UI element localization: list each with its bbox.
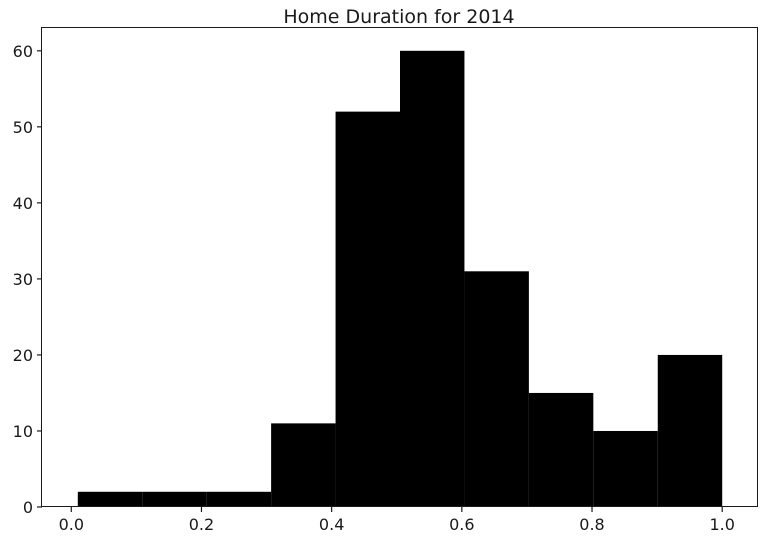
histogram-bar-4 [335,111,400,507]
y-axis: 0 10 20 30 40 50 60 [13,42,42,517]
histogram-bar-3 [271,423,336,507]
y-tick-label-2: 20 [13,346,33,365]
x-tick-label-5: 1.0 [709,515,734,534]
plot-frame [41,27,758,507]
histogram-bar-0 [77,491,143,507]
x-tick-label-2: 0.4 [319,515,344,534]
x-axis: 0.0 0.2 0.4 0.6 0.8 1.0 [59,507,735,534]
x-tick-label-0: 0.0 [59,515,84,534]
histogram-bar-8 [593,430,658,507]
x-tick-label-4: 0.8 [579,515,604,534]
histogram-bar-1 [142,491,207,507]
chart-title: Home Duration for 2014 [283,6,514,28]
bars-group [77,50,723,508]
y-tick-label-0: 0 [23,498,33,517]
x-tick-label-3: 0.6 [449,515,474,534]
histogram-bar-7 [528,392,594,507]
y-tick-label-1: 10 [13,422,33,441]
y-tick-label-4: 40 [13,194,33,213]
histogram-bar-2 [206,491,272,507]
histogram-bar-9 [657,354,723,507]
x-tick-label-1: 0.2 [189,515,214,534]
histogram-bar-6 [464,271,529,507]
y-tick-label-5: 50 [13,118,33,137]
histogram-bar-5 [400,50,465,508]
y-tick-label-6: 60 [13,42,33,61]
y-tick-label-3: 30 [13,270,33,289]
